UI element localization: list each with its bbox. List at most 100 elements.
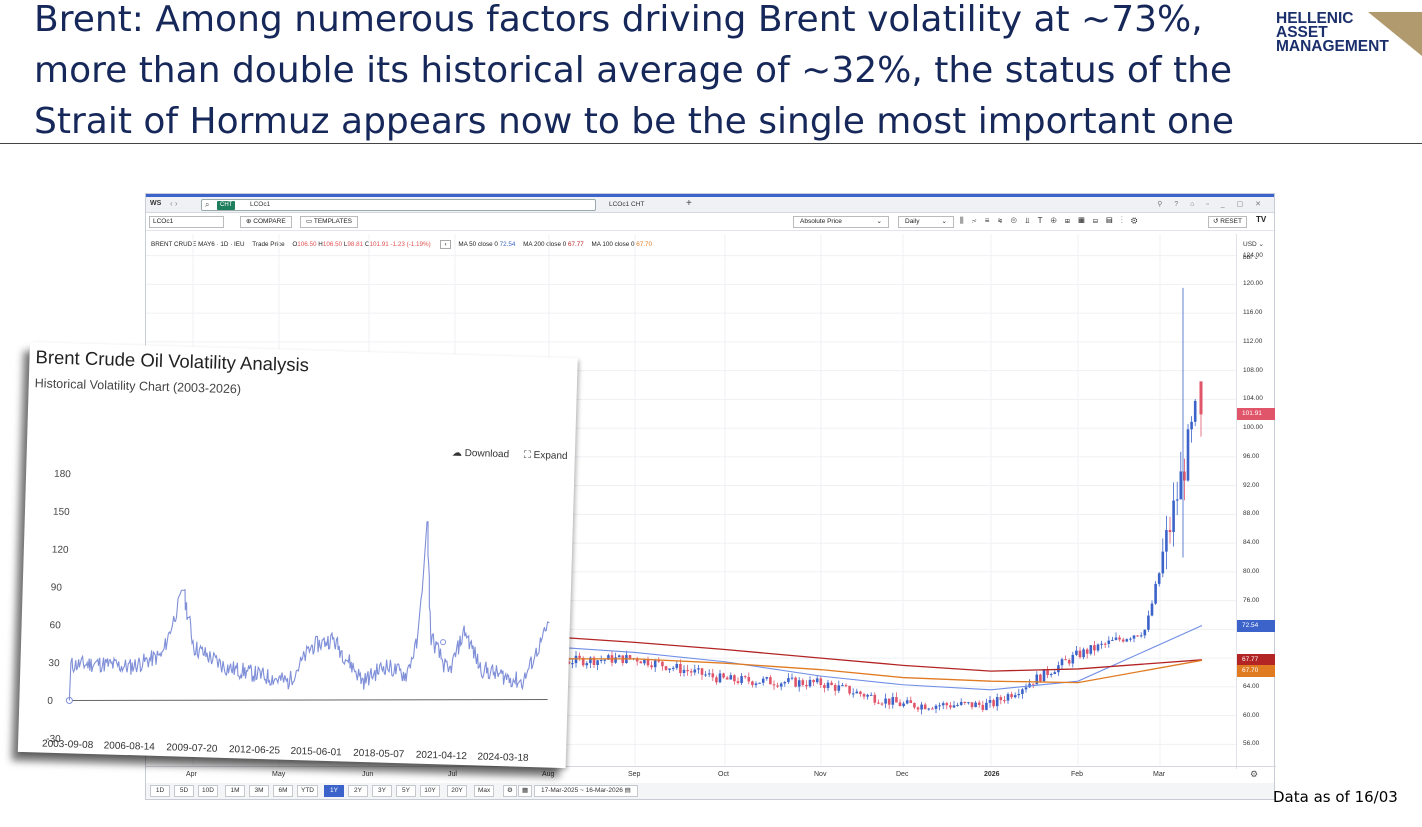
candle-body	[909, 700, 913, 704]
calendar-icon[interactable]: ▦	[518, 785, 533, 797]
legend-low: 98.81	[347, 241, 364, 248]
candle-body	[639, 661, 643, 664]
calendar-icon: ▤	[624, 787, 631, 794]
candle-body	[848, 685, 851, 694]
logo-line-2: ASSET	[1276, 24, 1328, 41]
candle-body	[779, 683, 783, 687]
range-button-10y[interactable]: 10Y	[420, 785, 440, 797]
range-button-20y[interactable]: 20Y	[447, 785, 467, 797]
candle-body	[1085, 649, 1089, 654]
interval-select[interactable]: Daily ⌄	[898, 216, 954, 228]
candle-body	[920, 704, 923, 710]
y-tick-label: 120.00	[1243, 280, 1263, 288]
range-button-ytd[interactable]: YTD	[297, 785, 318, 797]
legend-instrument: BRENT CRUDE MAY6 · 1D · IEU	[151, 241, 245, 248]
y-tick-label: 76.00	[1243, 596, 1260, 604]
candle-body	[1075, 650, 1078, 655]
candle-body	[776, 685, 779, 687]
range-button-5d[interactable]: 5D	[174, 785, 194, 797]
x-tick-label: Jun	[362, 771, 374, 778]
range-button-3y[interactable]: 3Y	[372, 785, 392, 797]
workspace-label[interactable]: WS	[150, 200, 162, 207]
candle-body	[747, 677, 751, 682]
range-button-1y[interactable]: 1Y	[324, 785, 344, 797]
x-tick-label: Aug	[542, 771, 555, 778]
vol-x-tick-label: 2009-07-20	[166, 742, 218, 755]
range-button-2y[interactable]: 2Y	[348, 785, 368, 797]
reset-button[interactable]: ↺ RESET	[1208, 216, 1247, 228]
candle-body	[913, 703, 916, 708]
candle-body	[1003, 700, 1006, 702]
candle-body	[1179, 471, 1183, 500]
search-icon[interactable]: ⌕	[205, 200, 210, 209]
tab-chart[interactable]: LCOc1 CHT	[609, 201, 645, 208]
y-tick-label: 116.00	[1243, 309, 1263, 317]
command-field[interactable]: ⌕ CHT LCOc1	[201, 199, 596, 211]
candle-body	[725, 677, 729, 680]
candle-body	[1103, 643, 1107, 645]
window-controls-icon[interactable]: ⚲ ? ⌂ ▫ _ ▢ ✕	[1157, 201, 1266, 208]
candle-body	[931, 708, 934, 710]
candle-body	[578, 655, 581, 658]
templates-button[interactable]: ▭ TEMPLATES	[300, 216, 359, 228]
candle-body	[1057, 665, 1060, 673]
range-button-10d[interactable]: 10D	[198, 785, 218, 797]
axis-settings-icon[interactable]: ⚙	[1250, 769, 1259, 779]
candle-body	[700, 668, 704, 675]
range-button-3m[interactable]: 3M	[249, 785, 269, 797]
legend-open-label: O	[292, 241, 298, 248]
candle-body	[1183, 471, 1186, 481]
legend-low-label: L	[343, 241, 348, 248]
candle-body	[718, 673, 722, 683]
terminal-top-accent	[146, 194, 1274, 197]
last-candle-body	[1199, 381, 1203, 415]
ma200-line	[476, 635, 1203, 672]
candle-body	[869, 694, 873, 696]
candle-body	[585, 663, 589, 666]
candle-body	[985, 702, 988, 710]
range-button-6m[interactable]: 6M	[273, 785, 293, 797]
nav-arrows-icon[interactable]: ‹ ›	[170, 199, 178, 208]
vol-x-tick-label: 2003-09-08	[42, 739, 94, 752]
date-range-picker[interactable]: 17-Mar-2025 ~ 16-Mar-2026 ▤	[534, 785, 638, 797]
candle-body	[949, 705, 952, 708]
candle-body	[877, 702, 880, 704]
candle-body	[1190, 421, 1193, 430]
candle-body	[1042, 669, 1046, 682]
y-tick-label: 88.00	[1243, 510, 1260, 518]
legend-open: 106.50	[297, 241, 317, 248]
tradingview-logo-icon: TV	[1256, 215, 1267, 224]
chevron-down-icon: ⌄	[876, 218, 882, 225]
candle-body	[938, 705, 941, 707]
range-settings-icon[interactable]: ⚙	[503, 785, 517, 797]
candle-body	[1111, 639, 1114, 641]
candle-body	[833, 684, 837, 691]
drawing-tools-icons[interactable]: ⫼ ⩫ ≡ ≋ ⊜ ⫫ T ⊕ ⊞ ▦ ⊟ ▤ ⋮ ⚙	[960, 216, 1141, 225]
candle-body	[797, 680, 801, 687]
ma100-line	[476, 658, 1203, 684]
ric-input[interactable]: LCOc1	[149, 216, 224, 228]
compare-button[interactable]: ⊕ COMPARE	[240, 216, 292, 228]
candle-body	[682, 669, 686, 673]
candle-body	[751, 681, 754, 686]
y-tick-label: 100.00	[1243, 424, 1263, 432]
legend-ma100-value: 67.70	[636, 241, 653, 248]
y-tick-label: 108.00	[1243, 366, 1263, 374]
range-button-1d[interactable]: 1D	[150, 785, 170, 797]
collapse-legend-icon[interactable]: ‹	[440, 240, 451, 249]
vol-y-tick-label: 90	[51, 582, 63, 593]
legend-ma50-label: MA 50 close 0	[458, 241, 498, 248]
new-tab-button[interactable]: +	[686, 198, 692, 209]
price-mode-select[interactable]: Absolute Price ⌄	[793, 216, 889, 228]
candle-body	[614, 657, 617, 663]
ma50-tag: 72.54	[1237, 619, 1275, 632]
currency-selector[interactable]: USD ⌄ bbl ⌄	[1243, 238, 1264, 264]
x-tick-label: Mar	[1153, 771, 1166, 778]
range-button-5y[interactable]: 5Y	[396, 785, 416, 797]
candle-body	[650, 665, 653, 668]
range-button-max[interactable]: Max	[474, 785, 495, 797]
candle-body	[1031, 683, 1035, 685]
range-button-1m[interactable]: 1M	[225, 785, 245, 797]
candle-body	[1114, 637, 1118, 640]
x-tick-label: Apr	[186, 771, 197, 778]
